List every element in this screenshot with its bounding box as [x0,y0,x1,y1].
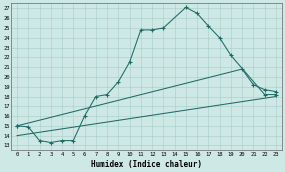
X-axis label: Humidex (Indice chaleur): Humidex (Indice chaleur) [91,159,202,169]
